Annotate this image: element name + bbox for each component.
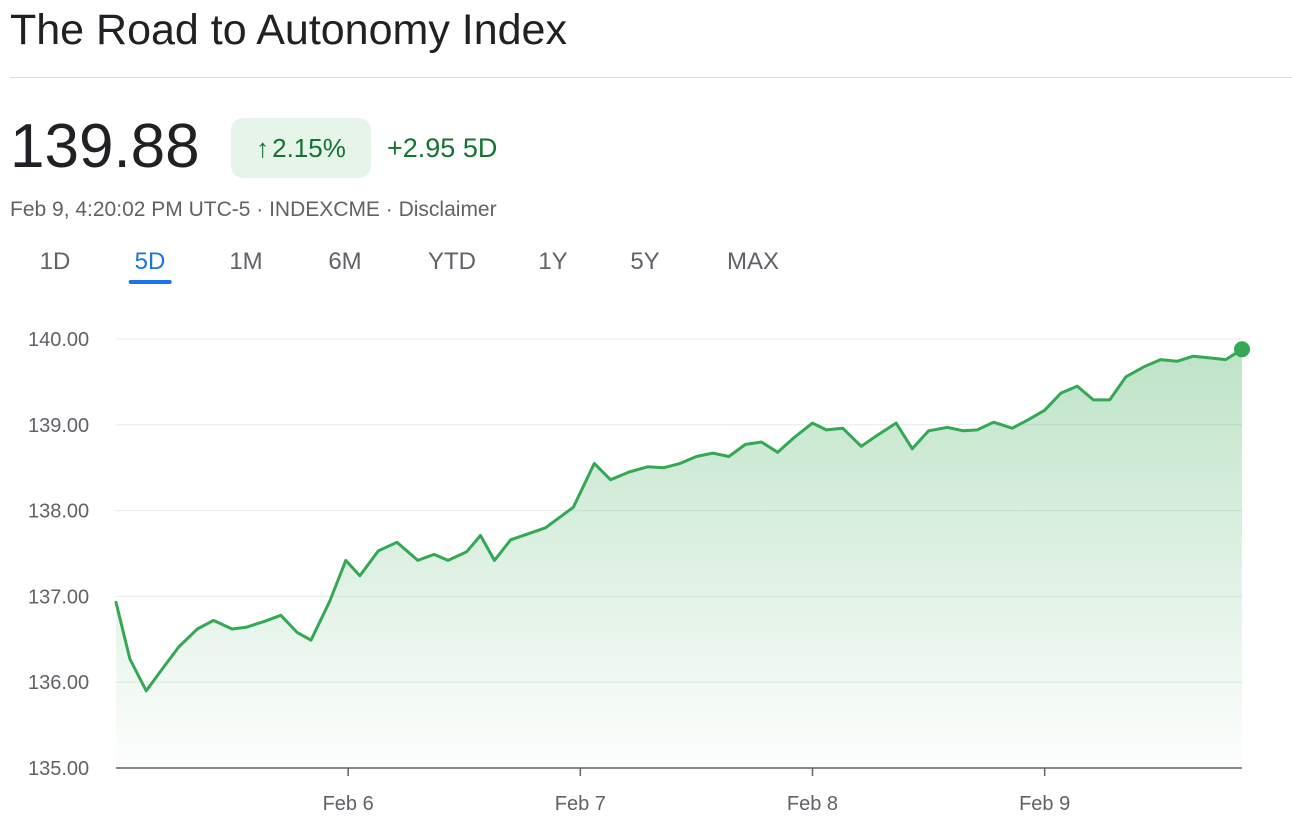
tab-6m[interactable]: 6M xyxy=(328,248,362,275)
x-tick-label: Feb 6 xyxy=(323,793,374,815)
series-line xyxy=(114,347,1244,693)
y-tick-label: 140.00 xyxy=(28,329,89,351)
y-tick-label: 139.00 xyxy=(28,415,89,437)
current-price: 139.88 xyxy=(10,112,200,181)
y-tick-label: 135.00 xyxy=(28,758,89,780)
header-divider xyxy=(10,77,1292,78)
last-point-marker xyxy=(1234,341,1250,358)
y-tick-label: 138.00 xyxy=(28,501,89,523)
tab-1d[interactable]: 1D xyxy=(39,248,71,275)
tab-5y[interactable]: 5Y xyxy=(630,248,660,275)
percent-change-value: 2.15% xyxy=(272,132,346,163)
series-area xyxy=(116,349,1242,768)
tab-ytd[interactable]: YTD xyxy=(428,248,476,275)
tab-5d[interactable]: 5D xyxy=(128,248,171,284)
y-tick-label: 137.00 xyxy=(28,586,89,608)
tab-1y[interactable]: 1Y xyxy=(538,248,568,275)
point-change: +2.95 5D xyxy=(387,133,498,163)
tab-1m[interactable]: 1M xyxy=(229,248,263,275)
range-tabs: 1D 5D 1M 6M YTD 1Y 5Y MAX xyxy=(0,248,900,290)
y-tick-label: 136.00 xyxy=(28,672,89,694)
timestamp-line: Feb 9, 4:20:02 PM UTC-5 · INDEXCME · Dis… xyxy=(10,198,497,221)
tab-max[interactable]: MAX xyxy=(726,248,780,275)
x-tick-label: Feb 9 xyxy=(1019,793,1070,815)
arrow-up-icon: ↑ xyxy=(256,132,270,163)
x-tick-label: Feb 7 xyxy=(555,793,606,815)
page-title: The Road to Autonomy Index xyxy=(10,6,567,54)
percent-change-badge: ↑ 2.15% xyxy=(231,118,371,178)
x-tick-label: Feb 8 xyxy=(787,793,838,815)
